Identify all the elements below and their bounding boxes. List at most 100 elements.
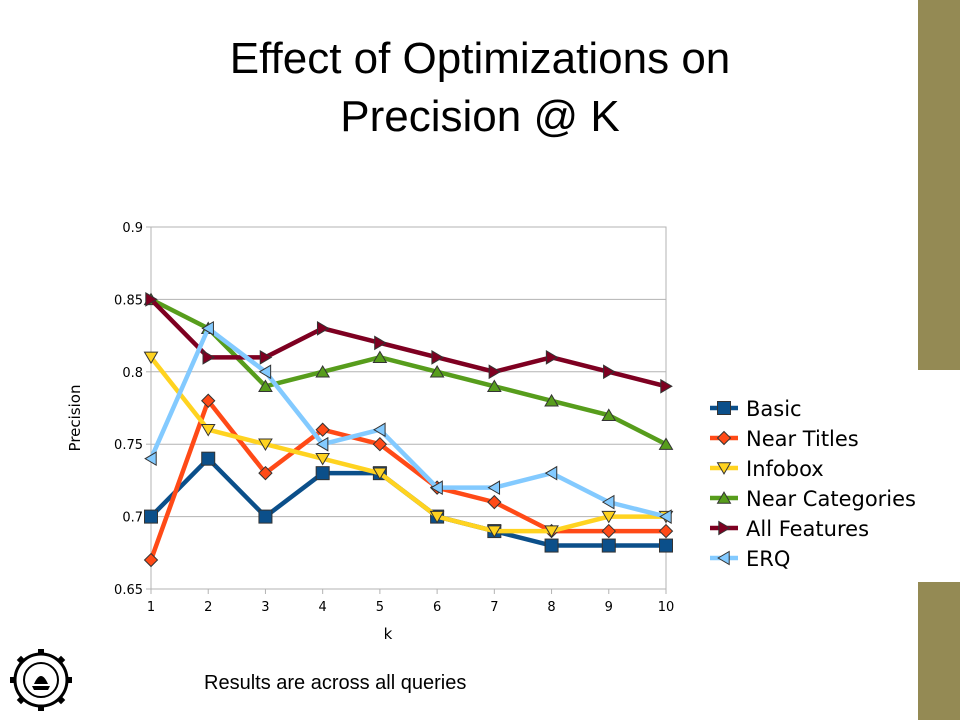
data-point-infobox	[601, 510, 617, 524]
x-tick-label: 5	[376, 600, 384, 615]
data-point-erq	[659, 509, 672, 524]
data-point-basic	[201, 451, 216, 466]
legend-label: Near Titles	[746, 427, 859, 451]
data-point-near-titles	[201, 393, 216, 408]
slide-title-line-1: Effect of Optimizations on	[229, 34, 731, 83]
data-point-all-features	[202, 349, 216, 365]
y-tick-label: 0.8	[122, 366, 143, 381]
y-tick-label: 0.65	[114, 583, 143, 598]
data-point-near-categories	[601, 408, 617, 421]
series-line-infobox	[148, 355, 669, 534]
legend-item-infobox: Infobox	[710, 457, 824, 481]
data-point-all-features	[431, 349, 444, 365]
legend-swatch-marker	[717, 401, 731, 415]
series-lines	[143, 292, 674, 568]
data-point-near-categories	[315, 364, 331, 378]
legend-swatch-marker	[716, 462, 732, 475]
y-tick-label: 0.75	[114, 438, 143, 453]
data-point-near-titles	[487, 494, 502, 510]
x-tick-label: 6	[433, 600, 441, 615]
y-axis-ticks: 0.65 0.7 0.75 0.8 0.85 0.9	[114, 221, 151, 598]
caption-text: Results are across all queries	[204, 672, 467, 694]
slide-title-line-2: Precision @ K	[340, 92, 620, 141]
series-line-erq	[148, 326, 669, 519]
x-tick-label: 9	[605, 600, 613, 615]
legend-label: ERQ	[746, 547, 790, 571]
data-point-infobox	[200, 424, 216, 437]
legend-label: Near Categories	[746, 487, 916, 511]
precision-line-chart: 0.65 0.7 0.75 0.8 0.85 0.9 1 2 3 4 5 6 7 8 9 10 Precis…	[66, 221, 916, 643]
legend-item-near-categories: Near Categories	[710, 487, 916, 511]
data-point-all-features	[545, 349, 559, 365]
y-tick-label: 0.85	[114, 293, 143, 308]
data-point-basic	[601, 538, 616, 553]
data-point-basic	[258, 509, 273, 524]
data-point-near-categories	[429, 364, 445, 378]
series-erq	[144, 320, 672, 524]
data-point-erq	[258, 364, 272, 380]
data-point-all-features	[603, 364, 616, 380]
x-tick-label: 7	[490, 600, 498, 615]
data-point-all-features	[316, 320, 330, 336]
data-point-infobox	[143, 351, 159, 365]
data-point-all-features	[145, 292, 158, 307]
data-point-infobox	[544, 525, 559, 538]
data-point-erq	[315, 436, 329, 452]
legend-label: All Features	[746, 517, 869, 541]
x-axis-label: k	[384, 625, 393, 643]
data-point-infobox	[486, 525, 502, 538]
series-line-all-features	[148, 297, 669, 389]
data-point-near-titles	[658, 523, 674, 539]
data-point-erq	[373, 422, 386, 438]
legend-item-basic: Basic	[710, 397, 802, 421]
legend-swatch-marker	[717, 550, 730, 566]
legend-swatch-marker	[718, 520, 731, 536]
data-point-erq	[430, 480, 443, 496]
x-tick-label: 1	[147, 600, 155, 615]
slide-title: Effect of Optimizations on Precision @ K	[120, 30, 840, 146]
x-tick-label: 8	[547, 600, 555, 615]
data-point-erq	[201, 320, 214, 336]
data-point-basic	[144, 509, 158, 524]
x-axis-ticks: 1 2 3 4 5 6 7 8 9 10	[147, 589, 674, 615]
data-point-near-titles	[601, 523, 616, 539]
data-point-basic	[544, 538, 559, 553]
legend: Basic Near Titles Infobox Near Categories Al…	[710, 397, 916, 571]
data-point-all-features	[660, 378, 673, 394]
data-point-near-titles	[372, 436, 388, 452]
legend-swatch-marker	[716, 430, 732, 446]
legend-swatch-marker	[716, 491, 732, 504]
legend-label: Basic	[746, 397, 802, 421]
data-point-near-titles	[258, 465, 273, 481]
y-tick-label: 0.9	[122, 221, 143, 236]
series-all-features	[145, 292, 673, 394]
x-tick-label: 10	[658, 600, 675, 615]
data-point-erq	[487, 480, 501, 496]
accent-bar-top	[918, 0, 960, 370]
data-point-infobox	[429, 510, 445, 524]
legend-item-erq: ERQ	[710, 547, 790, 571]
plot-area-frame	[150, 226, 667, 590]
data-point-infobox	[258, 438, 273, 452]
data-point-infobox	[372, 467, 388, 480]
institute-logo	[10, 649, 72, 711]
accent-bar-bottom	[918, 582, 960, 720]
x-tick-label: 3	[261, 600, 269, 615]
data-point-near-categories	[658, 437, 674, 450]
data-point-near-categories	[544, 393, 559, 407]
data-point-near-titles	[143, 552, 159, 568]
series-near-titles	[143, 393, 674, 568]
data-point-all-features	[374, 335, 387, 351]
data-point-erq	[544, 465, 558, 481]
data-point-near-categories	[486, 379, 502, 392]
data-point-near-categories	[258, 379, 273, 392]
data-point-all-features	[259, 349, 273, 365]
y-tick-label: 0.7	[122, 511, 143, 526]
data-point-near-titles	[315, 422, 330, 437]
y-axis-label: Precision	[66, 385, 84, 452]
x-tick-label: 2	[204, 600, 212, 615]
data-point-erq	[601, 494, 615, 510]
data-point-all-features	[488, 364, 502, 380]
data-point-infobox	[315, 452, 331, 466]
data-point-basic	[659, 538, 673, 553]
